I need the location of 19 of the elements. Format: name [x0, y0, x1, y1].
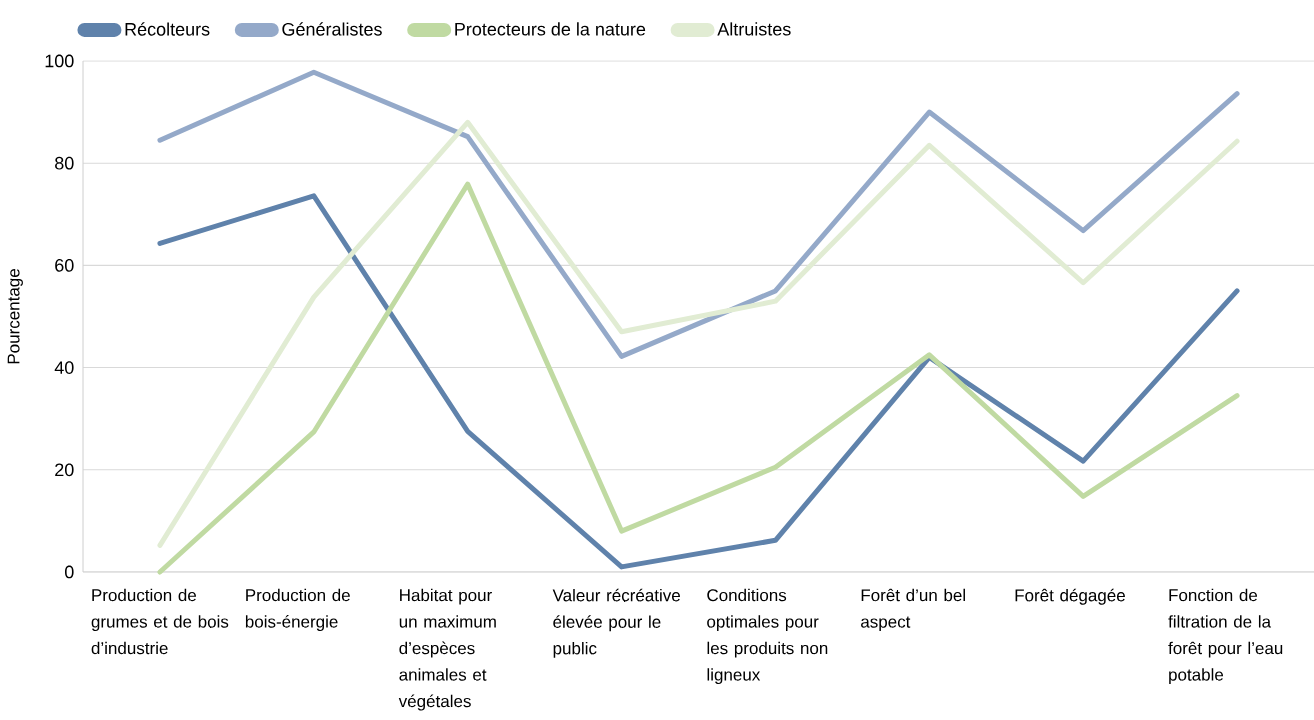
- x-tick-label: Valeur récréative élevée pour le public: [552, 588, 680, 658]
- legend-label: Récolteurs: [125, 22, 210, 36]
- y-tick-label: 20: [55, 463, 74, 477]
- y-axis-title: Pourcentage: [7, 269, 23, 364]
- x-tick-label: Production de bois-énergie: [245, 588, 350, 632]
- legend-label: Généralistes: [282, 22, 382, 36]
- y-tick-label: 100: [45, 54, 74, 68]
- y-tick-label: 80: [55, 156, 74, 170]
- x-tick-label: Forêt dégagée: [1015, 588, 1125, 605]
- x-tick-label: Habitat pour un maximum d’espèces animales et végétales: [398, 588, 496, 711]
- x-tick-label: Conditions optimales pour les produits non ligneux: [707, 588, 828, 685]
- x-tick-label: Production de grumes et de bois d’industrie: [91, 588, 229, 655]
- y-tick-label: 60: [55, 259, 74, 272]
- x-tick-label: Forêt d’un bel aspect: [861, 588, 965, 632]
- x-tick-label: Fonction de filtration de la forêt pour l’eau potable: [1168, 588, 1283, 685]
- y-tick-label: 0: [65, 565, 74, 579]
- legend-label: Altruistes: [717, 22, 791, 36]
- legend-label: Protecteurs de la nature: [455, 22, 646, 36]
- y-tick-label: 40: [54, 361, 74, 374]
